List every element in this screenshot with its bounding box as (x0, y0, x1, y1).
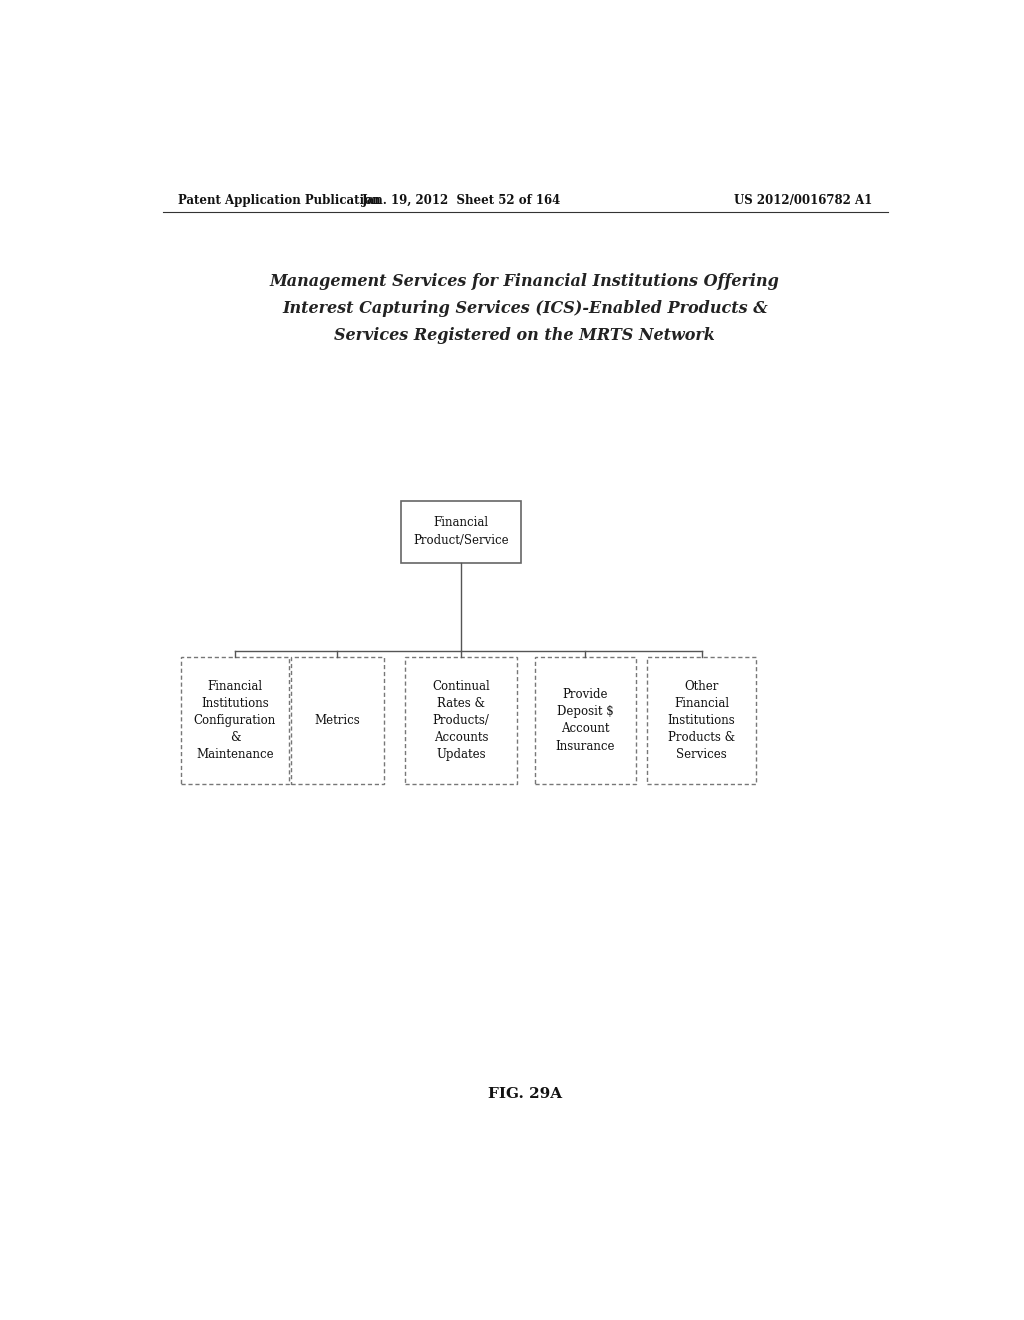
Text: Interest Capturing Services (ICS)-Enabled Products &: Interest Capturing Services (ICS)-Enable… (282, 300, 768, 317)
Text: Financial
Product/Service: Financial Product/Service (414, 516, 509, 548)
Text: Continual
Rates &
Products/
Accounts
Updates: Continual Rates & Products/ Accounts Upd… (432, 680, 490, 762)
Bar (647, 657, 756, 784)
Bar (180, 657, 289, 784)
Text: Metrics: Metrics (314, 714, 360, 727)
Text: FIG. 29A: FIG. 29A (487, 1086, 562, 1101)
Bar (535, 657, 636, 784)
Text: Provide
Deposit $
Account
Insurance: Provide Deposit $ Account Insurance (555, 689, 615, 752)
Bar (406, 657, 517, 784)
Text: Patent Application Publication: Patent Application Publication (178, 194, 381, 207)
Text: Services Registered on the MRTS Network: Services Registered on the MRTS Network (335, 327, 715, 345)
Text: Other
Financial
Institutions
Products &
Services: Other Financial Institutions Products & … (668, 680, 735, 762)
Text: US 2012/0016782 A1: US 2012/0016782 A1 (734, 194, 872, 207)
Bar (401, 502, 521, 562)
Text: Jan. 19, 2012  Sheet 52 of 164: Jan. 19, 2012 Sheet 52 of 164 (361, 194, 561, 207)
Bar (291, 657, 384, 784)
Text: Financial
Institutions
Configuration
&
Maintenance: Financial Institutions Configuration & M… (194, 680, 276, 762)
Text: Management Services for Financial Institutions Offering: Management Services for Financial Instit… (270, 273, 779, 290)
